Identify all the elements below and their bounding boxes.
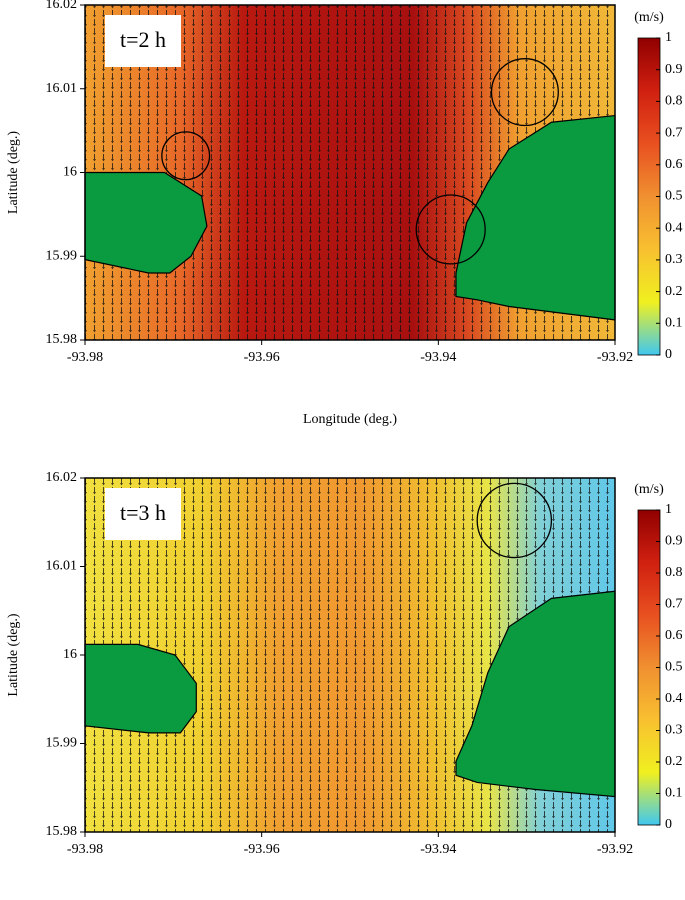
colorbar-tick-label: 0.3 (665, 252, 683, 267)
y-tick-label: 16.02 (46, 470, 78, 485)
colorbar-tick-label: 0.2 (665, 284, 683, 299)
y-tick-label: 16 (63, 165, 77, 180)
y-tick-label: 15.99 (46, 248, 78, 263)
y-axis-label: Latitude (deg.) (6, 613, 21, 697)
colorbar-tick-label: 0.4 (665, 691, 683, 706)
eddy-circle (476, 482, 553, 559)
colorbar-tick-label: 0.6 (665, 628, 683, 643)
colorbar-label: (m/s) (634, 10, 664, 25)
title-box (105, 488, 181, 540)
colorbar-tick-label: 0.8 (665, 94, 683, 109)
land (455, 590, 616, 798)
colorbar-tick-label: 0.8 (665, 565, 683, 580)
x-tick-label: -93.98 (67, 350, 103, 365)
colorbar-tick-label: 0.2 (665, 754, 683, 769)
colorbar-tick-label: 0.1 (665, 786, 683, 801)
eddy-circle (415, 194, 486, 265)
x-tick-label: -93.96 (244, 842, 280, 857)
y-tick-label: 15.98 (46, 824, 78, 839)
x-tick-label: -93.94 (420, 842, 456, 857)
title-box (105, 15, 181, 67)
colorbar-tick-label: 0.9 (665, 62, 683, 77)
x-tick-label: -93.98 (67, 842, 103, 857)
y-tick-label: 15.99 (46, 736, 78, 751)
colorbar-tick-label: 0.5 (665, 189, 683, 204)
colorbar-tick-label: 0 (665, 347, 672, 362)
x-tick-label: -93.92 (597, 842, 633, 857)
y-tick-label: 16 (63, 647, 77, 662)
eddy-circle (490, 58, 559, 127)
colorbar-tick-label: 1 (665, 30, 672, 45)
colorbar-tick-label: 1 (665, 502, 672, 517)
colorbar-tick-label: 0.9 (665, 534, 683, 549)
panel-title: t=2 h (120, 27, 166, 52)
colorbar-tick-label: 0.5 (665, 660, 683, 675)
colorbar-tick-label: 0.6 (665, 157, 683, 172)
land (455, 114, 616, 321)
eddy-circle (161, 131, 211, 181)
colorbar-tick-label: 0.7 (665, 125, 683, 140)
y-tick-label: 15.98 (46, 332, 78, 347)
panel-title: t=3 h (120, 500, 166, 525)
y-tick-label: 16.01 (46, 559, 78, 574)
x-tick-label: -93.92 (597, 350, 633, 365)
x-tick-label: -93.94 (420, 350, 456, 365)
colorbar-label: (m/s) (634, 482, 664, 497)
colorbar-tick-label: 0.1 (665, 316, 683, 331)
x-tick-label: -93.96 (244, 350, 280, 365)
colorbar-tick-label: 0 (665, 817, 672, 832)
x-axis-label: Longitude (deg.) (303, 412, 397, 427)
y-tick-label: 16.02 (46, 0, 78, 12)
land (84, 171, 208, 274)
colorbar-tick-label: 0.4 (665, 220, 683, 235)
land (84, 643, 197, 734)
y-tick-label: 16.01 (46, 81, 78, 96)
colorbar-tick-label: 0.7 (665, 597, 683, 612)
colorbar-tick-label: 0.3 (665, 723, 683, 738)
y-axis-label: Latitude (deg.) (6, 131, 21, 215)
